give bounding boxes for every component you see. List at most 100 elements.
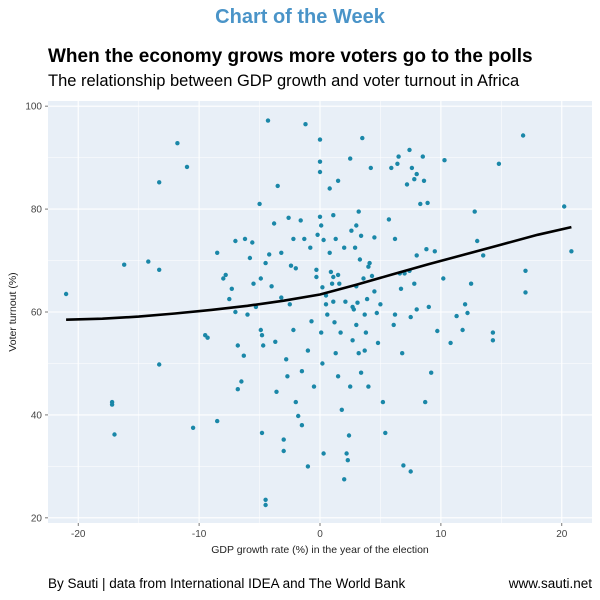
data-point bbox=[259, 333, 265, 338]
data-point bbox=[395, 161, 400, 166]
data-point bbox=[325, 312, 330, 317]
data-point bbox=[331, 213, 336, 218]
data-point bbox=[408, 469, 413, 474]
data-point bbox=[323, 302, 329, 307]
data-point bbox=[245, 312, 250, 317]
data-point bbox=[327, 186, 332, 191]
data-point bbox=[320, 361, 325, 366]
data-point bbox=[360, 135, 365, 141]
data-point bbox=[242, 236, 248, 242]
data-point bbox=[328, 269, 334, 275]
data-point bbox=[263, 502, 268, 508]
data-point bbox=[63, 291, 69, 297]
data-point bbox=[424, 247, 429, 252]
data-point bbox=[448, 340, 453, 346]
data-point bbox=[215, 250, 220, 255]
data-point bbox=[490, 330, 496, 335]
axis-ticks: -20 -10 0 10 20 20 40 60 80 100 bbox=[25, 102, 567, 540]
data-point bbox=[389, 165, 394, 171]
data-points bbox=[63, 118, 574, 508]
data-point bbox=[221, 276, 226, 281]
data-point bbox=[321, 451, 326, 456]
data-point bbox=[235, 343, 240, 348]
data-point bbox=[157, 180, 162, 185]
data-point bbox=[398, 286, 404, 291]
data-point bbox=[342, 477, 347, 482]
data-point bbox=[285, 374, 290, 379]
data-point bbox=[284, 357, 289, 362]
data-point bbox=[287, 302, 292, 307]
data-point bbox=[309, 319, 314, 324]
data-point bbox=[281, 437, 286, 442]
data-point bbox=[368, 165, 373, 171]
data-point bbox=[229, 286, 234, 291]
data-point bbox=[366, 384, 371, 389]
data-point bbox=[401, 463, 406, 468]
data-point bbox=[157, 362, 162, 367]
data-point bbox=[257, 201, 262, 207]
y-tick-label: 60 bbox=[31, 308, 43, 319]
data-point bbox=[269, 284, 274, 289]
data-point bbox=[215, 418, 220, 424]
data-point bbox=[275, 183, 280, 189]
data-point bbox=[190, 425, 196, 430]
data-point bbox=[175, 141, 180, 146]
data-point bbox=[392, 312, 398, 317]
data-point bbox=[408, 314, 413, 320]
data-point bbox=[332, 320, 337, 325]
data-point bbox=[409, 165, 415, 171]
data-point bbox=[314, 274, 319, 280]
data-point bbox=[296, 413, 301, 419]
data-point bbox=[317, 159, 323, 164]
data-point bbox=[293, 399, 298, 405]
data-point bbox=[475, 238, 480, 244]
data-point bbox=[356, 351, 361, 356]
footer-url: www.sauti.net bbox=[508, 576, 592, 591]
data-point bbox=[356, 209, 361, 214]
data-point bbox=[263, 260, 268, 266]
x-tick-label: 10 bbox=[435, 529, 447, 540]
data-point bbox=[251, 281, 256, 286]
data-point bbox=[293, 266, 298, 271]
data-point bbox=[265, 118, 271, 123]
data-point bbox=[350, 338, 355, 343]
data-point bbox=[349, 228, 354, 233]
data-point bbox=[299, 369, 305, 374]
data-point bbox=[375, 340, 381, 346]
data-point bbox=[372, 289, 377, 294]
chart-kicker: Chart of the Week bbox=[215, 6, 385, 28]
data-point bbox=[184, 164, 190, 170]
data-point bbox=[271, 221, 277, 226]
data-point bbox=[363, 330, 369, 335]
data-point bbox=[335, 374, 341, 379]
data-point bbox=[233, 309, 238, 315]
data-point bbox=[279, 250, 284, 255]
data-point bbox=[286, 215, 291, 220]
data-point bbox=[465, 310, 470, 316]
data-point bbox=[523, 290, 528, 295]
data-point bbox=[298, 218, 303, 223]
data-point bbox=[315, 232, 320, 237]
data-point bbox=[352, 245, 358, 250]
data-point bbox=[420, 154, 425, 159]
data-point bbox=[441, 276, 446, 281]
data-point bbox=[205, 335, 210, 340]
data-point bbox=[331, 299, 336, 304]
data-point bbox=[345, 458, 350, 463]
data-point bbox=[321, 237, 326, 243]
data-point bbox=[372, 235, 377, 240]
data-point bbox=[329, 281, 335, 286]
data-point bbox=[425, 200, 430, 206]
data-point bbox=[223, 272, 228, 278]
data-point bbox=[432, 249, 437, 254]
data-point bbox=[421, 178, 427, 183]
data-point bbox=[305, 464, 311, 469]
data-point bbox=[367, 260, 372, 266]
y-axis-label: Voter turnout (%) bbox=[7, 272, 19, 351]
data-point bbox=[258, 276, 263, 281]
data-point bbox=[362, 312, 367, 317]
data-point bbox=[354, 223, 359, 228]
data-point bbox=[426, 304, 431, 310]
data-point bbox=[291, 236, 296, 242]
